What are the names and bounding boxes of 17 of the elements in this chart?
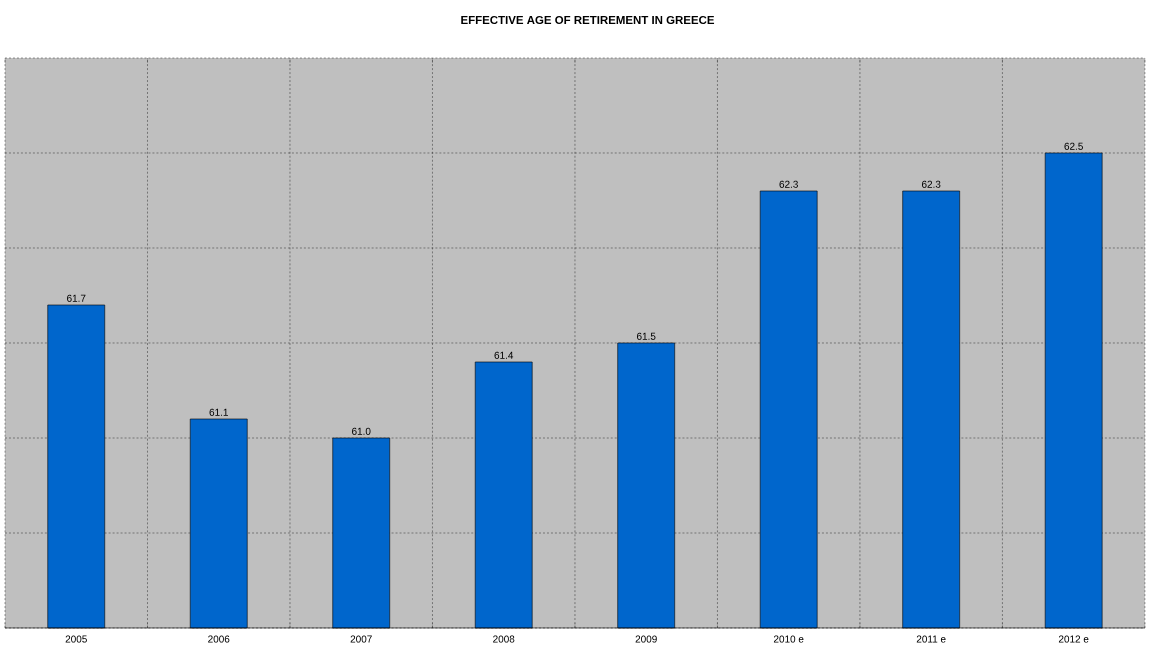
x-tick-label: 2012 e <box>1058 635 1089 643</box>
x-tick-label: 2008 <box>493 635 515 643</box>
data-label: 61.0 <box>352 427 371 435</box>
data-label: 62.5 <box>1064 142 1083 150</box>
data-label: 61.7 <box>67 294 86 302</box>
data-label: 61.5 <box>637 332 656 340</box>
data-label: 61.1 <box>209 408 228 416</box>
x-tick-label: 2007 <box>350 635 372 643</box>
data-label: 62.3 <box>921 180 941 188</box>
x-tick-label: 2011 e <box>916 635 946 643</box>
data-label: 62.3 <box>779 180 798 188</box>
chart-title: EFFECTIVE AGE OF RETIREMENT IN GREECE <box>461 15 715 25</box>
data-label: 61.4 <box>494 351 514 359</box>
x-tick-label: 2005 <box>65 635 87 643</box>
x-tick-label: 2010 e <box>773 635 804 643</box>
x-tick-label: 2006 <box>208 635 230 643</box>
x-tick-label: 2009 <box>635 635 657 643</box>
